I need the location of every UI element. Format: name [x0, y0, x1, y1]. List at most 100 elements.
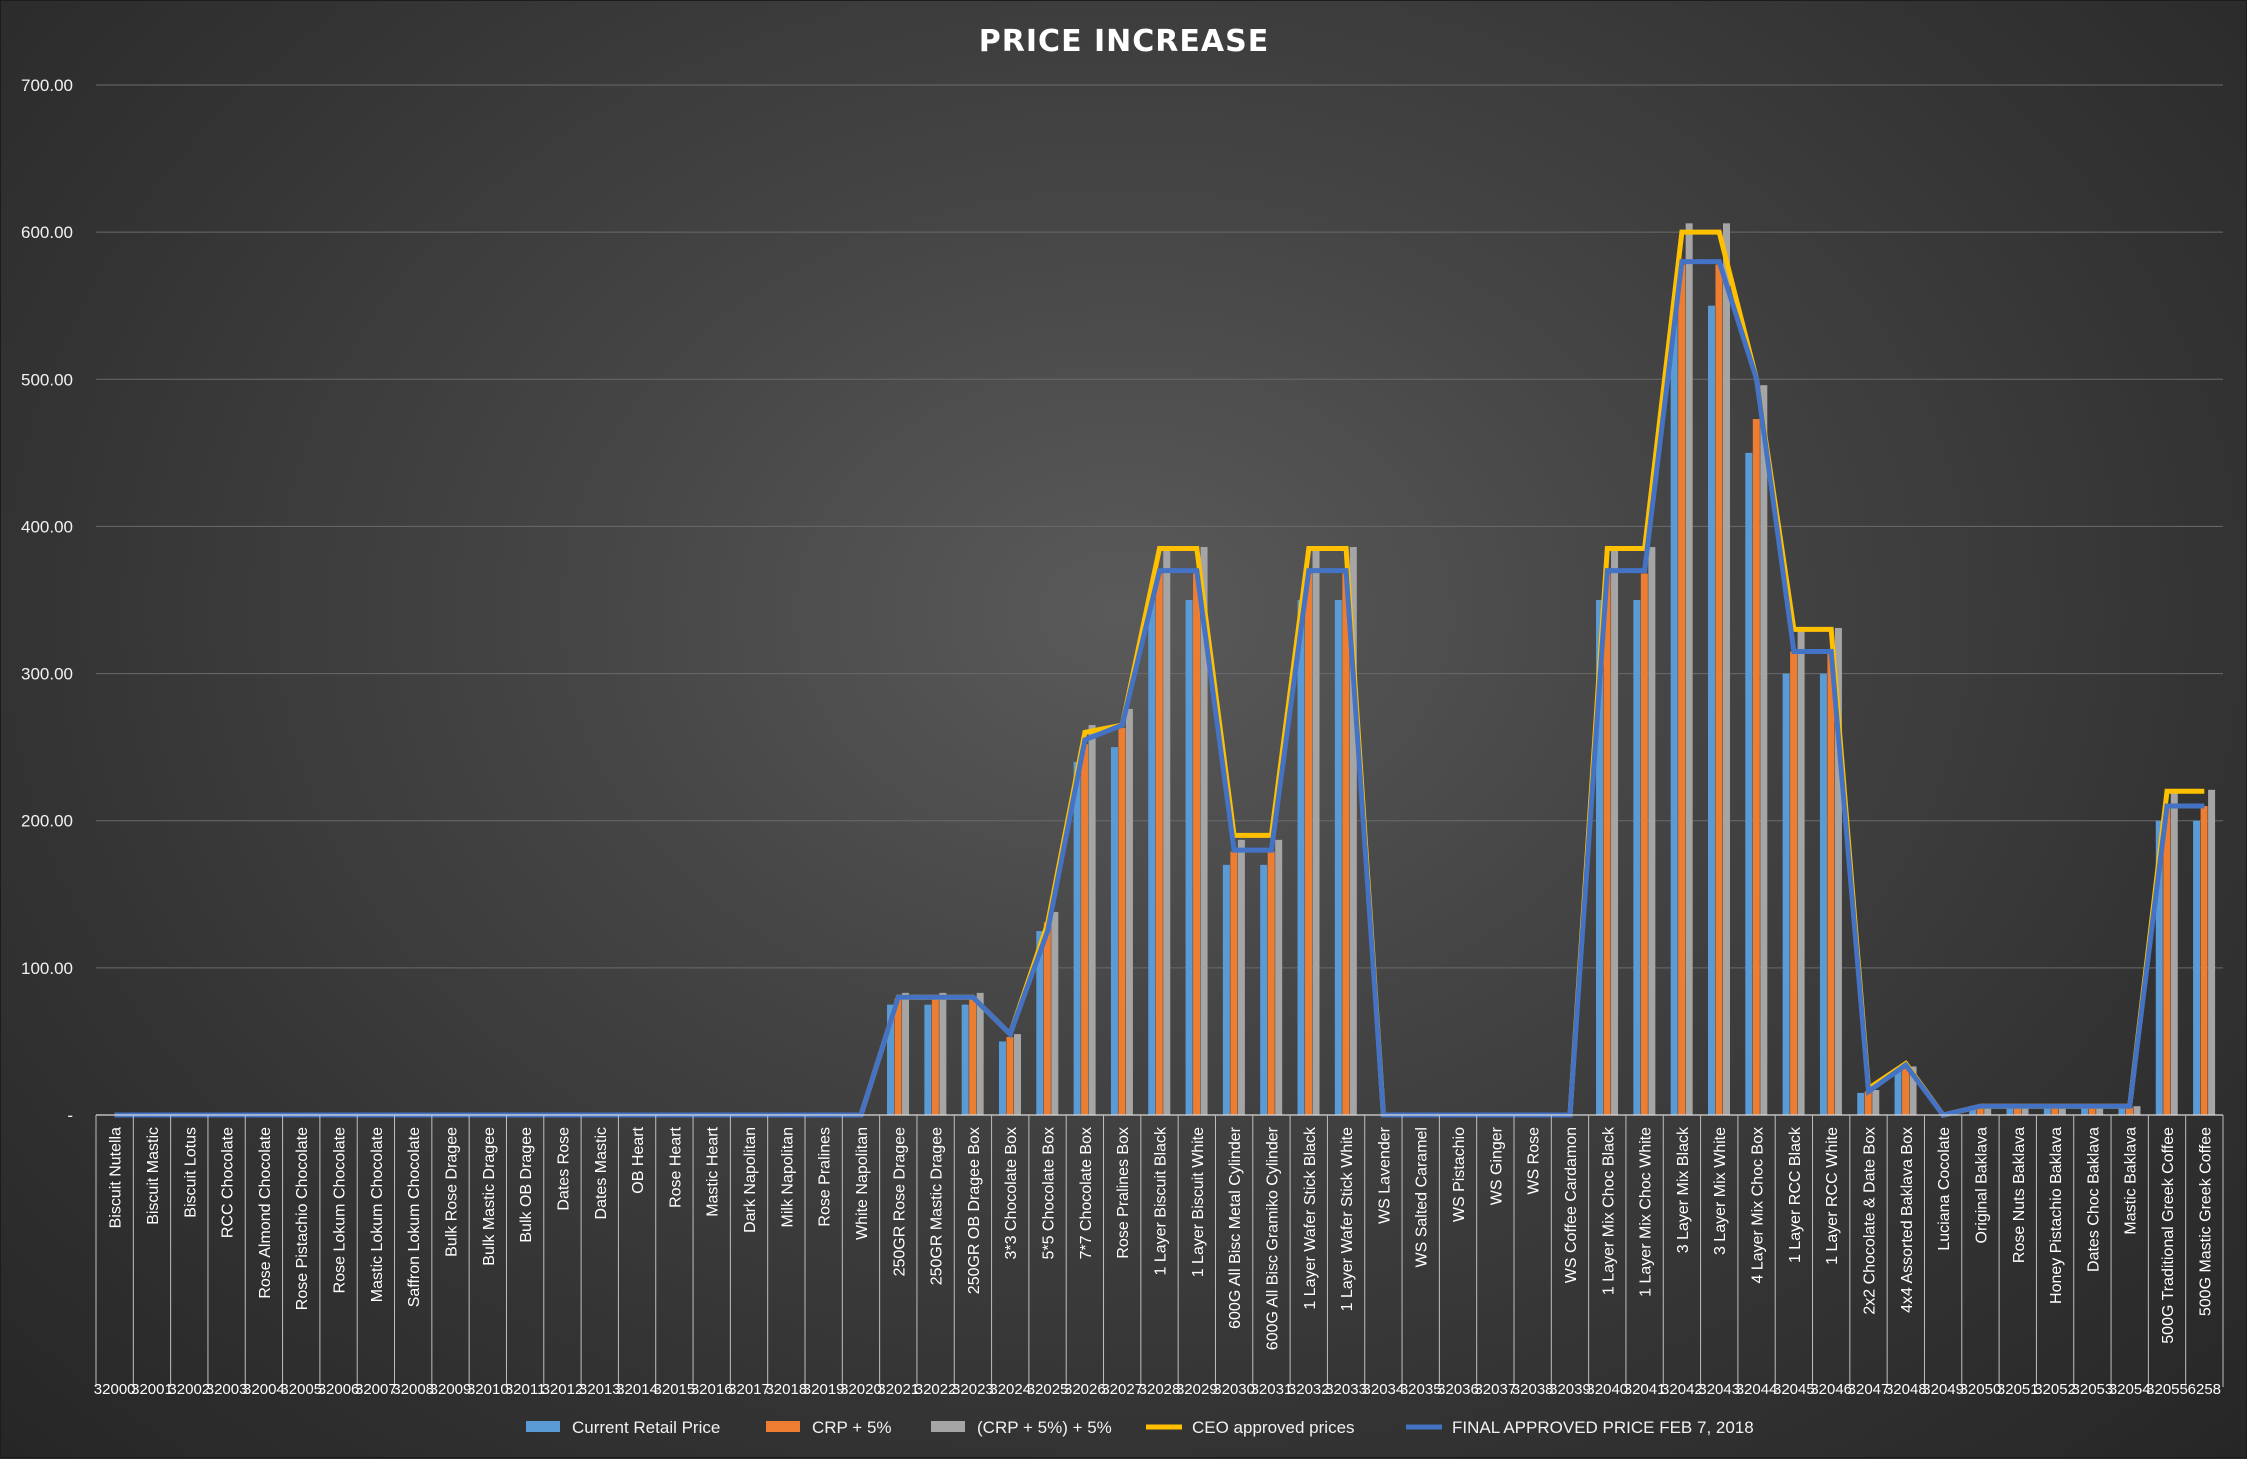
bar-2 [2088, 1107, 2096, 1115]
category-code: 32001 [131, 1381, 173, 1398]
category-code: 32012 [542, 1381, 584, 1398]
category-code: 32039 [1549, 1381, 1591, 1398]
bar-1 [1222, 864, 1230, 1115]
category-code: 32041 [1624, 1381, 1666, 1398]
bar-3 [1312, 547, 1320, 1115]
category-code: 32053 [2072, 1381, 2114, 1398]
x-tick-label: White Napolitan [854, 1127, 871, 1240]
x-tick-label: WS Lavender [1376, 1126, 1393, 1224]
bar-1 [1148, 600, 1156, 1115]
bar-2 [1715, 264, 1723, 1115]
category-code: 32033 [1325, 1381, 1367, 1398]
category-code: 32049 [1922, 1381, 1964, 1398]
category-code: 32004 [243, 1381, 285, 1398]
legend-label: CRP + 5% [812, 1418, 892, 1437]
bar-1 [1857, 1092, 1865, 1115]
chart-title: PRICE INCREASE [979, 24, 1269, 59]
x-tick-label: Rose Pralines [817, 1127, 834, 1227]
bar-3 [1685, 223, 1693, 1116]
x-tick-label: WS Salted Caramel [1414, 1127, 1431, 1268]
x-tick-label: 1 Layer Wafer Stick Black [1302, 1126, 1319, 1310]
x-tick-label: 7*7 Chocolate Box [1078, 1127, 1095, 1260]
x-tick-label: Biscuit Lotus [182, 1127, 199, 1218]
bar-3 [2021, 1106, 2029, 1115]
bar-2 [894, 998, 902, 1115]
category-code: 32054 [2109, 1381, 2151, 1398]
x-tick-label: OB Heart [630, 1126, 647, 1193]
bar-1 [1969, 1107, 1977, 1115]
category-code: 32045 [1773, 1381, 1815, 1398]
bar-1 [961, 1004, 969, 1115]
category-code: 32005 [280, 1381, 322, 1398]
y-tick-label: 100.00 [21, 959, 73, 978]
bar-2 [1640, 573, 1648, 1115]
category-code: 32018 [765, 1381, 807, 1398]
category-code: 32019 [803, 1381, 845, 1398]
category-code: 32015 [654, 1381, 696, 1398]
x-tick-label: 2x2 Chocolate & Date Box [1862, 1127, 1879, 1315]
x-tick-label: Mastic Baklava [2123, 1127, 2140, 1235]
bar-3 [1834, 627, 1842, 1115]
bar-1 [1745, 452, 1753, 1115]
category-code: 32040 [1586, 1381, 1628, 1398]
x-tick-label: WS Rose [1526, 1127, 1543, 1195]
bar-1 [1894, 1070, 1902, 1115]
x-tick-label: WS Coffee Cardamon [1563, 1127, 1580, 1283]
bar-3 [902, 992, 910, 1115]
category-code: 32011 [505, 1381, 546, 1398]
x-tick-label: Dates Mastic [593, 1127, 610, 1219]
x-tick-label: Dates Choc Baklava [2085, 1127, 2102, 1272]
x-tick-label: 4 Layer Mix Choc Box [1750, 1127, 1767, 1284]
x-tick-label: WS Pistachio [1451, 1127, 1468, 1222]
bar-3 [1797, 627, 1805, 1115]
x-tick-label: 4x4 Assorted Baklava Box [1899, 1127, 1916, 1313]
bar-2 [1081, 744, 1089, 1115]
x-tick-label: Biscuit Nutella [108, 1127, 125, 1228]
bar-2 [2200, 806, 2208, 1115]
category-code: 32052 [2034, 1381, 2076, 1398]
category-code: 32047 [1848, 1381, 1890, 1398]
bar-1 [2118, 1107, 2126, 1115]
bar-1 [2043, 1107, 2051, 1115]
category-code: 32050 [1960, 1381, 2002, 1398]
category-code: 32034 [1363, 1381, 1405, 1398]
bar-2 [1193, 573, 1201, 1115]
bar-2 [1230, 851, 1238, 1115]
x-tick-label: Bulk OB Dragee [518, 1127, 535, 1243]
x-tick-label: 3 Layer Mix Black [1675, 1126, 1692, 1253]
bar-2 [1902, 1067, 1910, 1115]
category-code: 32020 [840, 1381, 882, 1398]
bar-3 [2208, 789, 2216, 1115]
bar-3 [2170, 789, 2178, 1115]
bar-1 [1110, 747, 1118, 1115]
bar-3 [976, 992, 984, 1115]
bar-3 [1163, 547, 1171, 1115]
bar-2 [1790, 651, 1798, 1115]
x-tick-label: 250GR OB Dragee Box [966, 1127, 983, 1294]
bar-1 [2155, 820, 2163, 1115]
bar-3 [1013, 1034, 1021, 1115]
x-tick-label: 1 Layer Biscuit Black [1153, 1126, 1170, 1276]
bar-1 [1707, 305, 1715, 1115]
x-tick-label: Original Baklava [1973, 1127, 1990, 1244]
x-tick-label: Biscuit Mastic [145, 1127, 162, 1225]
bar-1 [1260, 864, 1268, 1115]
x-tick-label: WS Ginger [1488, 1126, 1505, 1205]
bar-1 [1297, 600, 1305, 1115]
bar-2 [2051, 1107, 2059, 1115]
bar-3 [1237, 839, 1245, 1115]
x-tick-label: Bulk Rose Dragee [444, 1127, 461, 1257]
x-tick-label: 500G Mastic Greek Coffee [2197, 1127, 2214, 1316]
category-code: 32026 [1064, 1381, 1106, 1398]
category-code: 32023 [952, 1381, 994, 1398]
bar-2 [931, 998, 939, 1115]
category-code: 32013 [579, 1381, 621, 1398]
bar-3 [939, 992, 947, 1115]
bar-2 [2125, 1107, 2133, 1115]
category-code: 32017 [728, 1381, 770, 1398]
x-tick-label: 1 Layer Mix Choc Black [1600, 1126, 1617, 1295]
category-code: 32030 [1213, 1381, 1255, 1398]
category-code: 32022 [915, 1381, 957, 1398]
bar-1 [924, 1004, 932, 1115]
bar-3 [1125, 708, 1133, 1115]
